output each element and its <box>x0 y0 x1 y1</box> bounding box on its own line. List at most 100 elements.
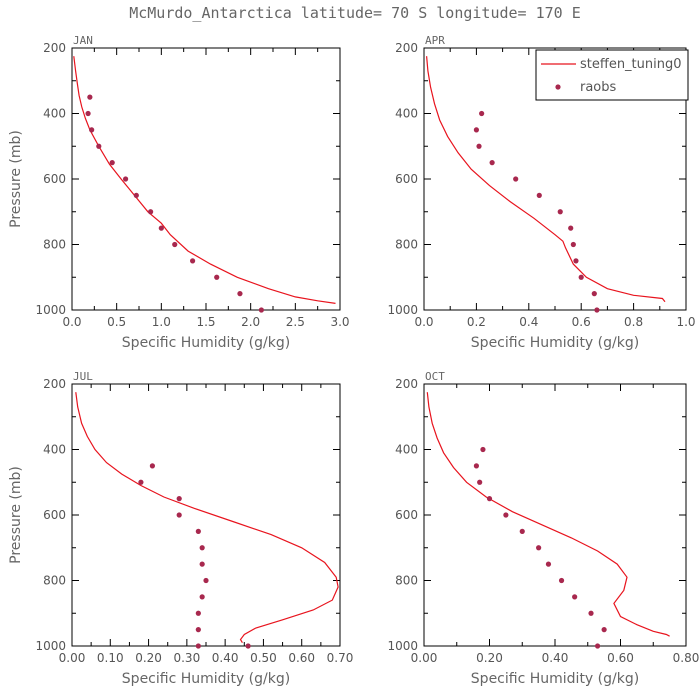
x-tick-label: 0.8 <box>624 315 643 329</box>
obs-point <box>190 258 196 264</box>
x-tick-label: 0.20 <box>476 651 503 665</box>
x-tick-label: 0.30 <box>173 651 200 665</box>
obs-point <box>133 192 139 198</box>
y-tick-label: 800 <box>395 238 418 252</box>
obs-point <box>172 241 178 248</box>
y-tick-label: 600 <box>43 508 66 522</box>
obs-point <box>477 479 483 485</box>
obs-point <box>503 512 509 518</box>
obs-point <box>85 110 91 117</box>
obs-point <box>158 225 164 231</box>
y-tick-label: 600 <box>395 508 418 522</box>
obs-point <box>588 610 594 616</box>
obs-point <box>176 496 182 502</box>
y-tick-label: 400 <box>43 443 66 457</box>
y-tick-label: 1000 <box>387 303 418 317</box>
obs-point <box>479 110 485 117</box>
obs-point <box>558 577 565 584</box>
obs-point <box>245 643 251 649</box>
obs-point <box>594 643 601 649</box>
obs-point <box>148 209 154 215</box>
obs-point <box>536 545 542 551</box>
obs-point <box>214 274 220 280</box>
x-axis-label: Specific Humidity (g/kg) <box>122 335 290 351</box>
obs-point <box>89 127 95 133</box>
obs-point <box>149 463 155 469</box>
x-tick-label: 0.6 <box>572 315 591 329</box>
obs-point <box>109 160 115 166</box>
obs-point <box>237 291 243 297</box>
obs-point <box>199 545 205 551</box>
obs-point <box>486 496 493 502</box>
legend-point-swatch <box>555 84 561 90</box>
obs-point <box>591 291 597 297</box>
x-tick-label: 2.0 <box>241 315 260 329</box>
plot-frame <box>423 383 687 647</box>
y-tick-label: 1000 <box>35 303 66 317</box>
obs-point <box>545 561 552 567</box>
y-axis-label: Pressure (mb) <box>8 466 24 564</box>
obs-point <box>536 192 542 198</box>
x-tick-label: 0.10 <box>97 651 124 665</box>
x-tick-label: 1.5 <box>196 315 215 329</box>
x-axis-label: Specific Humidity (g/kg) <box>471 671 639 687</box>
obs-point <box>203 577 209 584</box>
x-tick-label: 0.40 <box>542 651 569 665</box>
y-tick-label: 800 <box>43 574 66 588</box>
x-tick-label: 0.20 <box>135 651 162 665</box>
legend-box <box>535 49 689 101</box>
plot-frame <box>71 47 341 311</box>
x-tick-label: 0.0 <box>414 315 433 329</box>
x-tick-label: 0.2 <box>467 315 486 329</box>
obs-point <box>473 463 479 469</box>
obs-point <box>513 176 519 182</box>
obs-point <box>195 528 201 534</box>
series-line-steffen_tuning0 <box>426 56 666 303</box>
obs-point <box>123 176 129 182</box>
obs-point <box>199 561 205 567</box>
x-tick-label: 0.00 <box>411 651 438 665</box>
y-tick-label: 1000 <box>35 639 66 653</box>
x-tick-label: 0.0 <box>62 315 81 329</box>
obs-point <box>87 94 93 100</box>
series-line-steffen_tuning0 <box>426 392 670 637</box>
y-tick-label: 800 <box>43 238 66 252</box>
panel-label: JAN <box>73 34 93 47</box>
obs-point <box>572 594 578 600</box>
obs-point <box>489 160 495 166</box>
x-tick-label: 0.40 <box>212 651 239 665</box>
obs-point <box>573 258 579 264</box>
obs-point <box>195 610 201 616</box>
panel-label: OCT <box>425 370 445 383</box>
obs-point <box>476 143 482 149</box>
series-line-steffen_tuning0 <box>75 392 339 644</box>
panel-jan: JAN 0.0 0.5 1.0 1.5 2.0 2.5 3.0 200 400 600 800 1000… <box>8 34 350 351</box>
obs-point <box>258 307 264 313</box>
obs-point <box>176 512 182 518</box>
x-axis-label: Specific Humidity (g/kg) <box>471 335 639 351</box>
obs-point <box>195 643 201 649</box>
x-tick-label: 3.0 <box>330 315 349 329</box>
y-tick-label: 200 <box>395 377 418 391</box>
y-tick-label: 400 <box>43 107 66 121</box>
figure-title: McMurdo_Antarctica latitude= 70 S longit… <box>129 4 581 22</box>
plot-frame <box>71 383 341 647</box>
x-tick-label: 0.4 <box>519 315 538 329</box>
panel-oct: OCT 0.00 0.20 0.40 0.60 0.80 200 400 600 800 1000 S… <box>387 370 699 687</box>
y-tick-label: 1000 <box>387 639 418 653</box>
obs-point <box>578 274 584 280</box>
x-axis-label: Specific Humidity (g/kg) <box>122 671 290 687</box>
obs-point <box>601 627 607 633</box>
x-tick-label: 0.60 <box>288 651 315 665</box>
x-tick-label: 1.0 <box>152 315 171 329</box>
y-tick-label: 400 <box>395 107 418 121</box>
legend-label-model: steffen_tuning0 <box>580 57 682 72</box>
obs-point <box>568 225 574 231</box>
x-tick-label: 0.00 <box>59 651 86 665</box>
panel-label: JUL <box>73 370 93 383</box>
y-tick-label: 600 <box>395 172 418 186</box>
obs-point <box>96 143 102 149</box>
y-tick-label: 200 <box>395 41 418 55</box>
